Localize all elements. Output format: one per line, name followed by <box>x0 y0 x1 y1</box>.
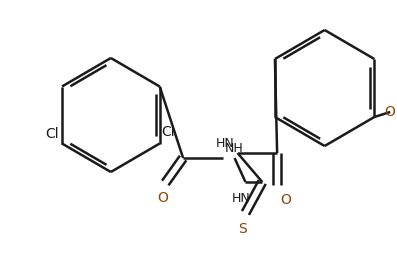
Text: O: O <box>280 193 291 207</box>
Text: Cl: Cl <box>45 126 59 140</box>
Text: HN: HN <box>216 137 235 150</box>
Text: O: O <box>384 105 395 119</box>
Text: Cl: Cl <box>162 125 175 139</box>
Text: NH: NH <box>225 142 243 155</box>
Text: S: S <box>238 222 247 236</box>
Text: HN: HN <box>231 192 251 205</box>
Text: O: O <box>157 191 168 205</box>
